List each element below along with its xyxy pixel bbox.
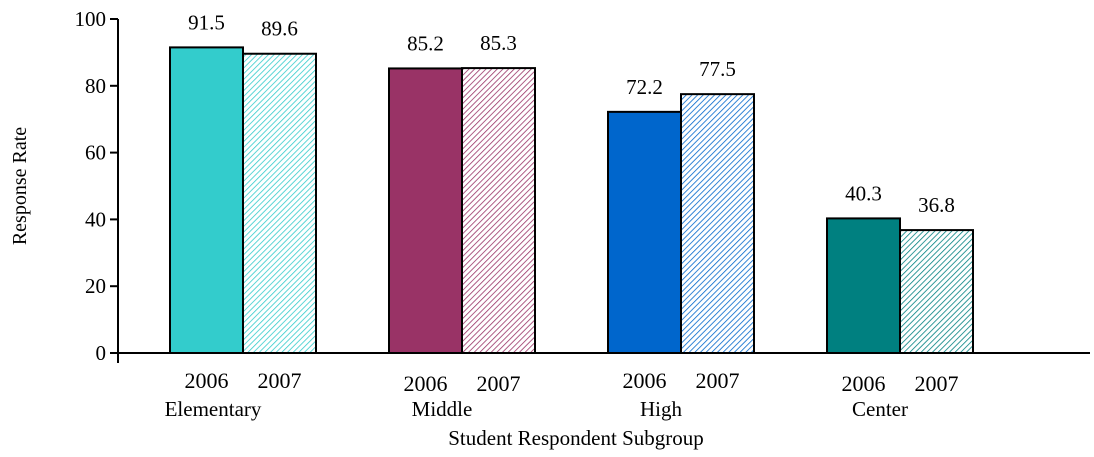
y-tick-label: 60 [85,141,106,165]
year-label: 2006 [404,371,448,396]
year-label: 2007 [258,368,302,393]
year-label: 2006 [623,368,667,393]
bar-high-2007 [680,93,755,355]
y-tick-label: 100 [75,7,107,31]
y-tick-label: 0 [96,341,107,365]
bar-elementary-2006 [169,46,244,354]
year-label: 2007 [915,371,959,396]
category-label: Elementary [165,397,262,421]
data-label: 85.2 [407,31,444,55]
year-label: 2006 [185,368,229,393]
bar-center-2007 [899,229,974,354]
category-label: High [640,397,683,421]
chart-labels: 91.5 2006 89.6 2007 Elementary 85.2 2006 85.3 20… [165,10,959,421]
chart-bars [169,46,974,355]
data-label: 72.2 [626,75,663,99]
y-tick-label: 80 [85,74,106,98]
data-label: 91.5 [188,10,225,34]
bar-elementary-2007 [242,52,317,355]
data-label: 40.3 [845,181,882,205]
year-label: 2007 [696,368,740,393]
data-label: 36.8 [918,193,955,217]
category-label: Middle [412,397,473,421]
bar-center-2006 [826,217,901,354]
category-label: Center [852,397,908,421]
data-label: 89.6 [261,17,298,41]
year-label: 2006 [842,371,886,396]
bar-middle-2006 [388,67,463,354]
year-label: 2007 [477,371,521,396]
data-label: 77.5 [699,57,736,81]
y-axis-title: Response Rate [9,127,31,245]
data-label: 85.3 [480,31,517,55]
y-tick-label: 20 [85,274,106,298]
bar-high-2006 [607,110,682,354]
y-tick-label: 40 [85,207,106,231]
bar-middle-2007 [461,67,536,355]
x-axis-title: Student Respondent Subgroup [448,426,704,450]
